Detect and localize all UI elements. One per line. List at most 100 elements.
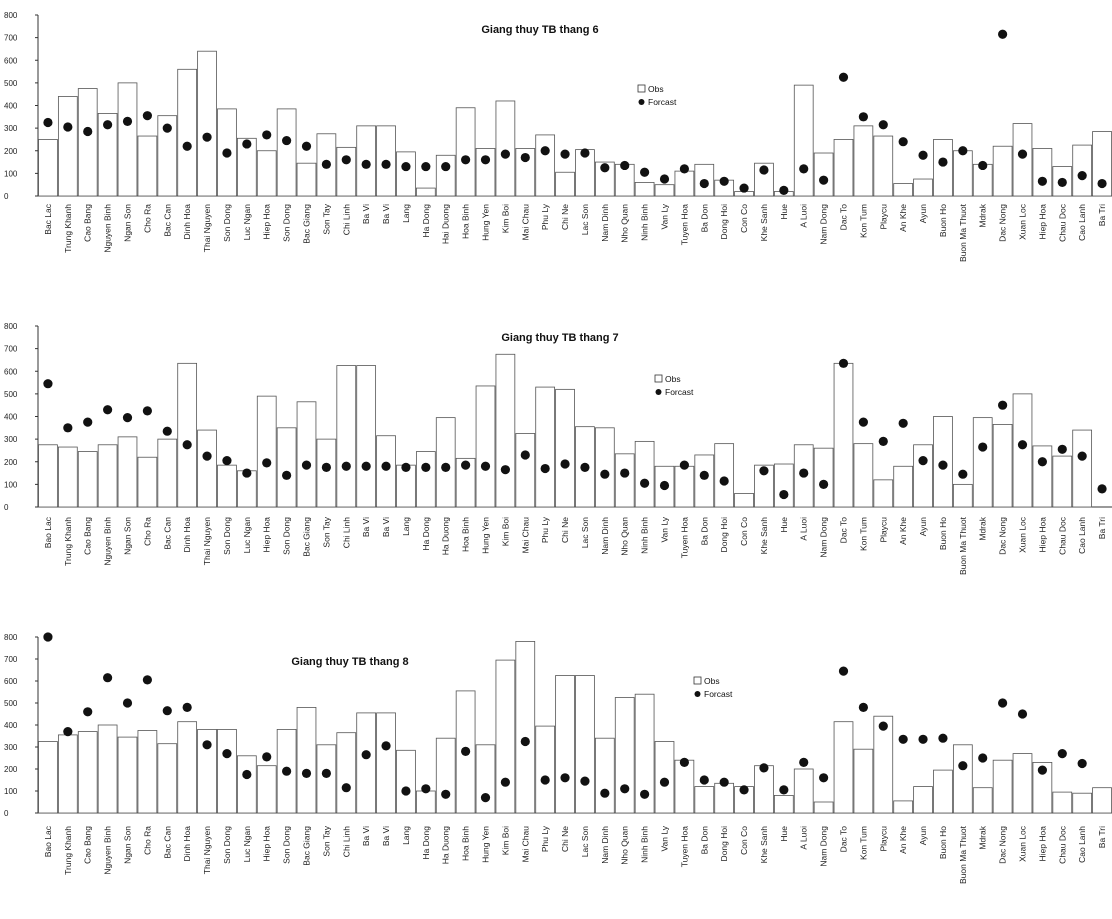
forecast-point	[1017, 440, 1028, 450]
obs-bar	[157, 115, 178, 197]
forecast-point	[282, 135, 292, 146]
category-label: Luc Ngan	[242, 204, 252, 241]
obs-bar	[296, 162, 317, 197]
category-label: Chi Ne	[560, 517, 570, 543]
category-label: Con Co	[739, 517, 749, 546]
forecast-point	[441, 462, 451, 473]
category-label: Kon Tum	[858, 826, 868, 860]
category-label: Chi Linh	[341, 204, 351, 235]
obs-bar	[634, 440, 655, 508]
forecast-point	[998, 400, 1008, 410]
obs-bar	[754, 162, 774, 197]
forecast-point	[63, 727, 73, 737]
obs-bar	[893, 800, 914, 814]
y-tick-label: 800	[4, 11, 18, 20]
y-tick-label: 700	[4, 655, 18, 664]
obs-bar	[217, 464, 237, 508]
obs-bar	[455, 107, 476, 197]
category-label: Ba Vi	[381, 204, 391, 224]
obs-bar	[674, 170, 695, 197]
y-tick-label: 400	[4, 102, 18, 111]
category-label: Hoa Binh	[461, 826, 471, 861]
forecast-point	[540, 463, 550, 474]
category-label: Lang	[401, 204, 411, 223]
category-label: Ha Duong	[441, 826, 451, 865]
forecast-point	[480, 155, 491, 165]
category-label: Son Tay	[321, 825, 331, 856]
obs-bar	[535, 386, 556, 508]
category-label: Con Co	[739, 204, 749, 233]
forecast-point	[560, 773, 570, 783]
forecast-point	[262, 752, 272, 762]
chart-title: Giang thuy TB thang 6	[481, 24, 598, 36]
obs-bar	[913, 444, 933, 508]
forecast-point	[620, 160, 630, 171]
y-tick-label: 300	[4, 435, 18, 444]
obs-bar	[1012, 393, 1033, 508]
category-label: Ba Tri	[1097, 517, 1107, 539]
forecast-point	[739, 183, 749, 193]
forecast-point	[142, 111, 152, 121]
category-label: Playcu	[878, 826, 888, 852]
forecast-point	[461, 746, 471, 757]
legend-forecast-swatch	[694, 691, 701, 697]
category-label: Tuyen Hoa	[679, 826, 689, 868]
obs-bar	[694, 454, 715, 508]
forecast-point	[819, 773, 829, 783]
forecast-point	[461, 460, 471, 470]
forecast-point	[679, 460, 689, 470]
obs-bar	[535, 725, 556, 814]
category-label: Ba Vi	[361, 826, 371, 846]
obs-bar	[415, 187, 436, 197]
forecast-point	[978, 753, 988, 763]
forecast-point	[918, 734, 928, 744]
obs-bar	[396, 151, 416, 197]
category-label: Cao Bang	[83, 826, 93, 864]
forecast-point	[361, 461, 371, 471]
forecast-point	[1057, 177, 1067, 188]
obs-bar	[256, 150, 277, 197]
obs-bar	[1052, 791, 1073, 814]
forecast-point	[341, 461, 351, 471]
forecast-point	[659, 777, 670, 787]
obs-bar	[117, 736, 138, 814]
category-label: Ayun	[918, 826, 928, 845]
y-tick-label: 500	[4, 390, 18, 399]
obs-bar	[157, 743, 178, 814]
obs-bar	[893, 465, 914, 508]
forecast-point	[421, 784, 431, 794]
category-label: Nam Dinh	[600, 517, 610, 555]
forecast-point	[242, 468, 252, 478]
category-label: Kim Boi	[500, 517, 510, 546]
legend: Obs Forcast	[654, 374, 694, 397]
forecast-point	[142, 675, 152, 685]
forecast-point	[719, 176, 729, 186]
category-label: Buon Ma Thuot	[958, 203, 968, 262]
obs-bar	[376, 435, 396, 508]
obs-bar	[515, 433, 536, 508]
category-label: Kon Tum	[858, 517, 868, 551]
forecast-point	[699, 470, 709, 480]
category-label: Trung Khanh	[63, 517, 73, 566]
category-label: A Luoi	[799, 826, 809, 850]
forecast-point	[560, 459, 570, 469]
y-tick-label: 600	[4, 677, 18, 686]
forecast-point	[401, 161, 411, 172]
forecast-point	[759, 466, 769, 476]
obs-bar	[1012, 753, 1033, 814]
obs-bar	[515, 148, 536, 197]
category-label: Khe Sanh	[759, 204, 769, 242]
obs-bar	[97, 724, 118, 814]
forecast-point	[1017, 149, 1028, 159]
category-label: Mdrak	[978, 516, 988, 540]
forecast-point	[958, 761, 968, 771]
y-tick-label: 800	[4, 322, 18, 331]
y-tick-label: 200	[4, 765, 18, 774]
obs-bar	[873, 479, 894, 508]
obs-bar	[117, 82, 138, 197]
category-label: Hiep Hoa	[1037, 826, 1047, 862]
category-label: Ba Don	[699, 204, 709, 233]
obs-bar	[137, 135, 158, 197]
obs-bar	[1032, 762, 1053, 814]
obs-bar	[833, 362, 854, 508]
